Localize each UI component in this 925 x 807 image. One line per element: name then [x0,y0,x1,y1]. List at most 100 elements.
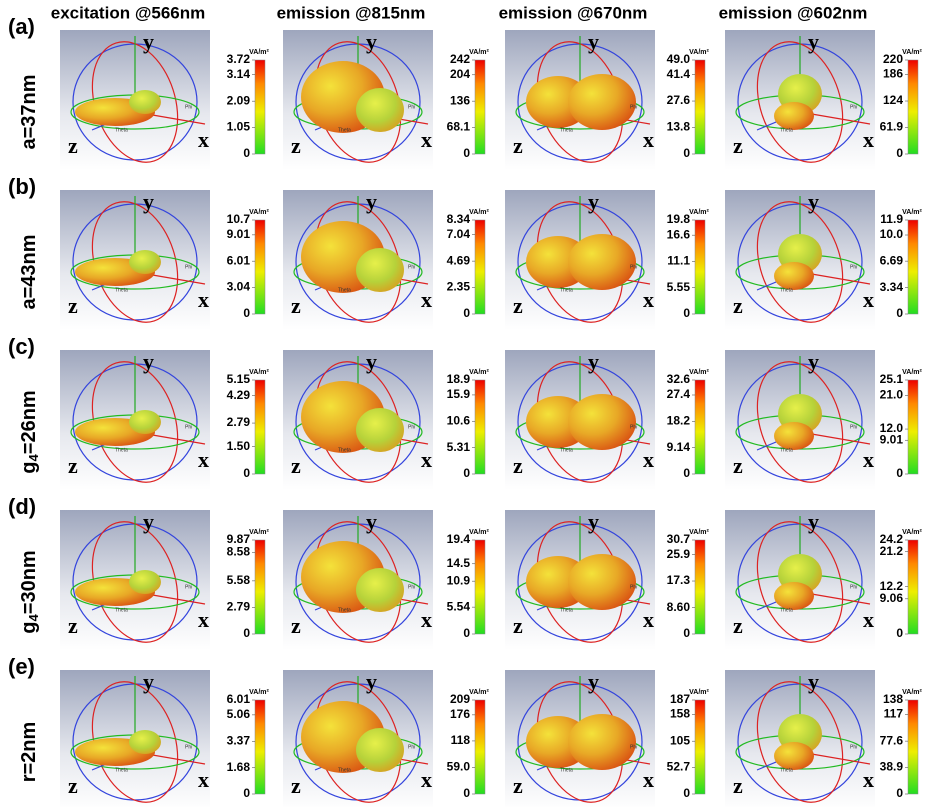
colorbar-tick-label: 0 [896,786,903,800]
red-circle [756,41,844,163]
axis-label-x: x [863,127,874,152]
colorbar-tick-label: 8.34 [447,212,471,226]
pattern-panel: y x z Phi Theta [725,509,875,650]
axis-label-theta: Theta [338,287,351,293]
colorbar-tick-label: 5.15 [227,372,251,386]
axis-label-phi: Phi [408,104,415,110]
row-label-tail: =26nm [18,390,40,454]
panel-letter: (d) [8,494,36,519]
pattern-panel: y x z Phi Theta [725,189,875,330]
colorbar-tick-label: 0 [683,626,690,640]
pattern-panel: y x z Phi Theta [283,189,433,330]
lobe [129,570,161,594]
colorbar-tick-label: 30.7 [667,532,691,546]
axis-label-y: y [143,189,154,214]
colorbar-tick-label: 13.8 [667,120,691,134]
axis-label-theta: Theta [780,447,793,453]
axis-label-x: x [421,767,432,792]
axis-label-phi: Phi [408,584,415,590]
colorbar-tick-label: 220 [883,52,903,66]
axis-label-x: x [643,447,654,472]
panel-letter: (e) [8,654,35,679]
colorbar-unit: VA/m² [249,209,269,216]
colorbar-tick-label: 49.0 [667,52,691,66]
colorbar-unit: VA/m² [902,689,922,696]
axis-label-theta: Theta [560,127,573,133]
colorbar [907,59,919,155]
axis-label-x: x [863,447,874,472]
axis-label-y: y [808,669,819,694]
row-label-main: g [18,461,40,473]
row-label: a=43nm [18,234,40,309]
colorbar [254,539,266,635]
lobe [568,74,636,130]
axis-label-z: z [513,453,523,478]
colorbar-tick-label: 0 [243,466,250,480]
colorbar-tick-label: 124 [883,93,903,107]
axis-label-phi: Phi [850,424,857,430]
lobe [356,248,404,292]
colorbar-tick-label: 0 [243,786,250,800]
colorbar-tick-label: 41.4 [667,67,691,81]
axis-label-z: z [291,453,301,478]
axis-label-x: x [863,607,874,632]
axis-label-phi: Phi [408,744,415,750]
axis-label-y: y [808,349,819,374]
colorbar [254,379,266,475]
colorbar [907,379,919,475]
axis-label-phi: Phi [408,264,415,270]
red-circle [756,521,844,643]
colorbar-tick-label: 2.79 [227,415,251,429]
colorbar [694,59,706,155]
colorbar-tick-label: 27.6 [667,93,691,107]
axis-label-x: x [198,607,209,632]
axis-label-y: y [143,349,154,374]
colorbar-tick-label: 0 [243,306,250,320]
row-label: g4=26nm [18,390,41,473]
colorbar-unit: VA/m² [902,369,922,376]
colorbar-tick-label: 5.58 [227,573,251,587]
axis-label-z: z [68,293,78,318]
axis-label-y: y [808,29,819,54]
colorbar-tick-label: 24.2 [880,532,904,546]
colorbar [694,699,706,795]
colorbar-tick-label: 138 [883,692,903,706]
red-circle [756,201,844,323]
axis-label-x: x [643,607,654,632]
axis-label-theta: Theta [560,607,573,613]
colorbar-tick-label: 6.01 [227,253,251,267]
colorbar-tick-label: 3.04 [227,279,251,293]
colorbar-tick-label: 7.04 [447,227,471,241]
axis-label-z: z [291,773,301,798]
colorbar-unit: VA/m² [469,689,489,696]
colorbar [474,379,486,475]
row-label: a=37nm [18,74,40,149]
axis-label-y: y [588,29,599,54]
pattern-panel: y x z Phi Theta [505,509,655,650]
axis-label-theta: Theta [115,767,128,773]
colorbar-tick-label: 19.4 [447,532,471,546]
colorbar-unit: VA/m² [689,209,709,216]
colorbar-tick-label: 186 [883,67,903,81]
colorbar-tick-label: 61.9 [880,120,904,134]
pattern-panel: y x z Phi Theta [60,669,210,807]
colorbar [474,59,486,155]
colorbar-tick-label: 136 [450,93,470,107]
colorbar-unit: VA/m² [902,209,922,216]
lobe [129,90,161,114]
colorbar-unit: VA/m² [902,49,922,56]
colorbar-tick-label: 52.7 [667,760,691,774]
axis-label-z: z [733,453,743,478]
axis-label-y: y [366,509,377,534]
axis-label-y: y [808,509,819,534]
colorbar-tick-label: 15.9 [447,387,471,401]
colorbar-tick-label: 8.60 [667,600,691,614]
column-header: emission @815nm [277,3,426,22]
lobe [774,742,814,770]
lobe [774,582,814,610]
colorbar-tick-label: 0 [683,786,690,800]
lobe [774,102,814,130]
axis-label-phi: Phi [850,264,857,270]
panel-letter: (a) [8,14,35,39]
lobe [774,422,814,450]
